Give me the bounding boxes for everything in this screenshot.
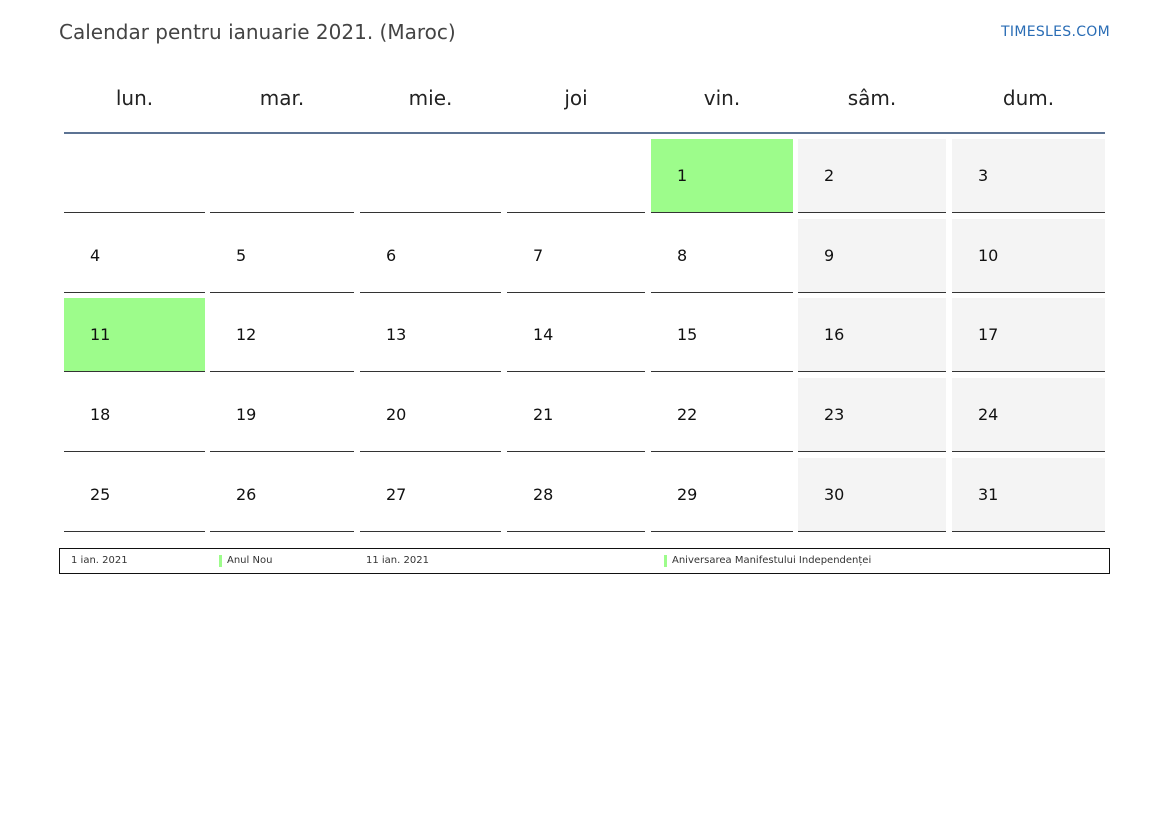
day-number: 17 bbox=[978, 325, 999, 344]
day-cell: 11 bbox=[64, 298, 205, 372]
day-cell: 3 bbox=[952, 139, 1105, 213]
day-number: 2 bbox=[824, 166, 835, 185]
day-number: 12 bbox=[236, 325, 257, 344]
day-cell: 5 bbox=[210, 219, 354, 293]
day-number: 19 bbox=[236, 405, 257, 424]
day-number: 8 bbox=[677, 246, 688, 265]
day-cell: 26 bbox=[210, 458, 354, 532]
day-number: 10 bbox=[978, 246, 999, 265]
weekday-label: sâm. bbox=[847, 86, 897, 110]
day-cell: 30 bbox=[798, 458, 946, 532]
day-cell: 2 bbox=[798, 139, 946, 213]
empty-day-cell bbox=[210, 139, 354, 213]
weekday-label: lun. bbox=[115, 86, 154, 110]
weekday-label: vin. bbox=[703, 86, 741, 110]
day-cell: 24 bbox=[952, 378, 1105, 452]
day-number: 25 bbox=[90, 485, 111, 504]
day-number: 5 bbox=[236, 246, 247, 265]
day-cell: 20 bbox=[360, 378, 501, 452]
day-number: 26 bbox=[236, 485, 257, 504]
day-cell: 6 bbox=[360, 219, 501, 293]
day-cell: 22 bbox=[651, 378, 793, 452]
day-cell: 13 bbox=[360, 298, 501, 372]
day-number: 22 bbox=[677, 405, 698, 424]
day-cell: 28 bbox=[507, 458, 645, 532]
day-number: 6 bbox=[386, 246, 397, 265]
day-number: 4 bbox=[90, 246, 101, 265]
legend-date-2: 11 ian. 2021 bbox=[366, 555, 429, 566]
day-number: 27 bbox=[386, 485, 407, 504]
day-cell: 15 bbox=[651, 298, 793, 372]
legend-color-marker-2 bbox=[664, 555, 667, 567]
empty-day-cell bbox=[64, 139, 205, 213]
day-cell: 1 bbox=[651, 139, 793, 213]
day-number: 1 bbox=[677, 166, 688, 185]
legend-name-2: Aniversarea Manifestului Independenței bbox=[672, 555, 872, 566]
day-cell: 12 bbox=[210, 298, 354, 372]
brand-link[interactable]: TIMESLES.COM bbox=[1001, 24, 1110, 40]
day-cell: 14 bbox=[507, 298, 645, 372]
legend-name-1: Anul Nou bbox=[227, 555, 273, 566]
day-number: 14 bbox=[533, 325, 554, 344]
day-number: 15 bbox=[677, 325, 698, 344]
day-number: 23 bbox=[824, 405, 845, 424]
day-cell: 18 bbox=[64, 378, 205, 452]
day-cell: 29 bbox=[651, 458, 793, 532]
day-cell: 27 bbox=[360, 458, 501, 532]
day-number: 7 bbox=[533, 246, 544, 265]
day-cell: 8 bbox=[651, 219, 793, 293]
weekday-label: mie. bbox=[408, 86, 453, 110]
day-cell: 4 bbox=[64, 219, 205, 293]
page-title: Calendar pentru ianuarie 2021. (Maroc) bbox=[59, 20, 456, 44]
day-cell: 19 bbox=[210, 378, 354, 452]
day-cell: 7 bbox=[507, 219, 645, 293]
day-number: 18 bbox=[90, 405, 111, 424]
day-number: 21 bbox=[533, 405, 554, 424]
day-cell: 17 bbox=[952, 298, 1105, 372]
day-cell: 10 bbox=[952, 219, 1105, 293]
day-number: 11 bbox=[90, 325, 111, 344]
day-number: 29 bbox=[677, 485, 698, 504]
weekday-label: joi bbox=[564, 86, 588, 110]
day-number: 9 bbox=[824, 246, 835, 265]
weekday-label: mar. bbox=[259, 86, 305, 110]
day-number: 20 bbox=[386, 405, 407, 424]
weekday-label: dum. bbox=[1002, 86, 1055, 110]
empty-day-cell bbox=[507, 139, 645, 213]
day-cell: 9 bbox=[798, 219, 946, 293]
day-number: 24 bbox=[978, 405, 999, 424]
day-number: 28 bbox=[533, 485, 554, 504]
day-cell: 25 bbox=[64, 458, 205, 532]
day-number: 16 bbox=[824, 325, 845, 344]
day-cell: 16 bbox=[798, 298, 946, 372]
day-cell: 21 bbox=[507, 378, 645, 452]
day-number: 31 bbox=[978, 485, 999, 504]
day-cell: 23 bbox=[798, 378, 946, 452]
legend-date-1: 1 ian. 2021 bbox=[71, 555, 128, 566]
day-cell: 31 bbox=[952, 458, 1105, 532]
day-number: 13 bbox=[386, 325, 407, 344]
empty-day-cell bbox=[360, 139, 501, 213]
holiday-legend: 1 ian. 2021 Anul Nou 11 ian. 2021 Aniver… bbox=[59, 548, 1110, 574]
legend-color-marker-1 bbox=[219, 555, 222, 567]
weekday-header-row: lun. mar. mie. joi vin. sâm. dum. bbox=[64, 80, 1105, 134]
day-number: 3 bbox=[978, 166, 989, 185]
day-number: 30 bbox=[824, 485, 845, 504]
